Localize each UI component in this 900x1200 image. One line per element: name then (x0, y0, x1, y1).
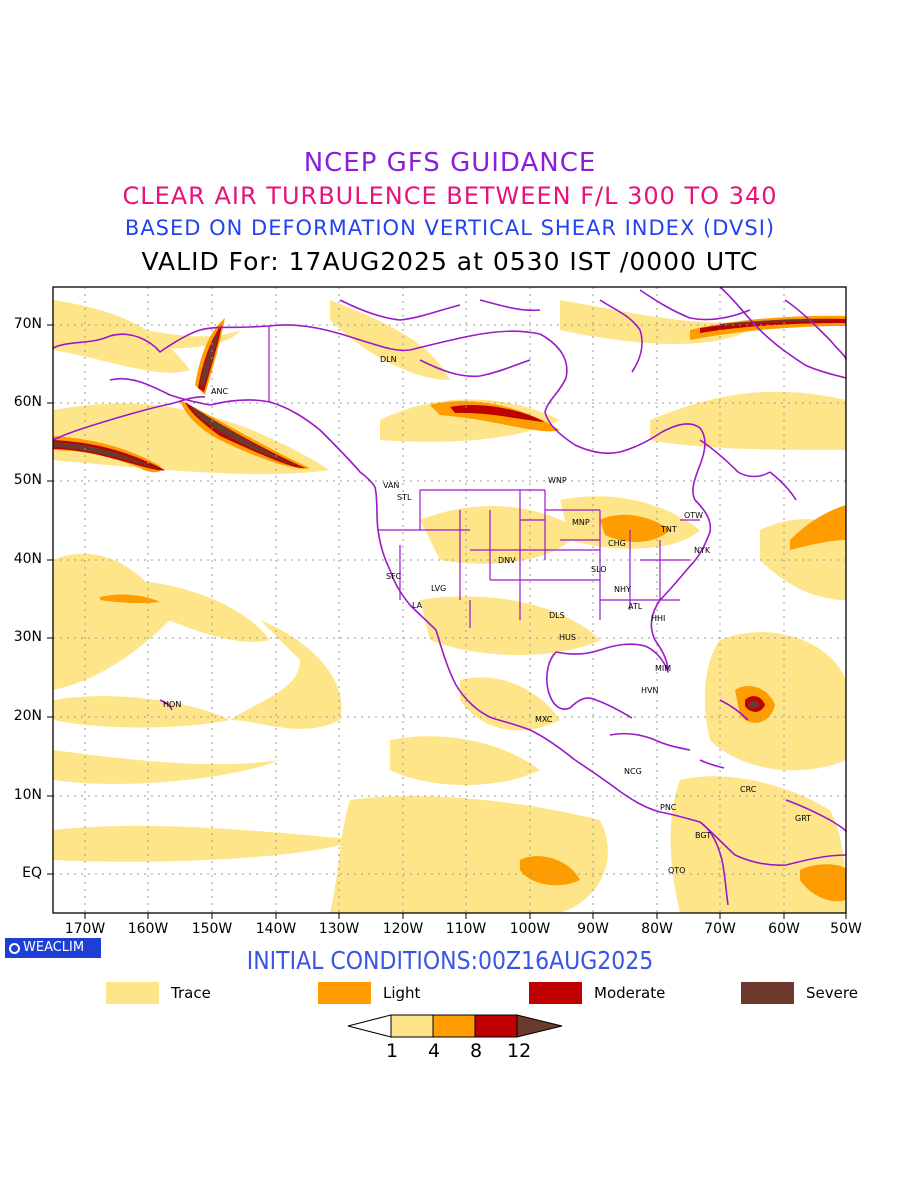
circle-icon (9, 943, 20, 954)
city-label: SLO (591, 565, 607, 574)
legend-label-light: Light (383, 984, 420, 1002)
city-label: HHI (651, 614, 665, 623)
city-label: MIM (655, 664, 671, 673)
lat-label: 50N (2, 472, 42, 488)
lon-label: 50W (821, 921, 871, 937)
lon-label: 70W (695, 921, 745, 937)
city-label: LA (412, 601, 423, 610)
lon-label: 150W (187, 921, 237, 937)
city-label: SFC (386, 572, 402, 581)
city-label: CRC (740, 785, 757, 794)
city-label: HVN (641, 686, 658, 695)
color-scale-bar (348, 1015, 562, 1037)
city-label: NHY (614, 585, 631, 594)
legend-label-trace: Trace (171, 984, 211, 1002)
legend-swatch-trace (106, 982, 159, 1004)
lat-label: 10N (2, 787, 42, 803)
lon-label: 110W (441, 921, 491, 937)
map-area: ANC DLN VAN STL WNP OTW TNT NYK MNP CHG … (53, 287, 846, 913)
lon-label: 130W (314, 921, 364, 937)
lon-label: 120W (378, 921, 428, 937)
city-label: CHG (608, 539, 626, 548)
city-label: DLN (380, 355, 397, 364)
city-label: DLS (549, 611, 565, 620)
legend-item-moderate: Moderate (529, 982, 665, 1004)
legend-swatch-moderate (529, 982, 582, 1004)
city-label: LVG (431, 584, 446, 593)
city-label: TNT (660, 525, 677, 534)
scale-under-arrow (348, 1015, 391, 1037)
city-label: BGT (695, 831, 711, 840)
city-label: GRT (795, 814, 811, 823)
lat-label: 60N (2, 394, 42, 410)
legend-item-light: Light (318, 982, 420, 1004)
legend-item-trace: Trace (106, 982, 211, 1004)
city-label: MNP (572, 518, 590, 527)
lon-label: 140W (251, 921, 301, 937)
lon-label: 90W (568, 921, 618, 937)
legend-swatch-severe (741, 982, 794, 1004)
legend-item-severe: Severe (741, 982, 858, 1004)
lon-label: 80W (632, 921, 682, 937)
lon-label: 60W (759, 921, 809, 937)
scale-tick: 8 (470, 1040, 482, 1062)
lat-label: 30N (2, 629, 42, 645)
city-label: HON (163, 700, 181, 709)
initial-conditions: INITIAL CONDITIONS:00Z16AUG2025 (54, 946, 846, 975)
lat-label: 20N (2, 708, 42, 724)
lon-label: 100W (505, 921, 555, 937)
legend-swatch-light (318, 982, 371, 1004)
scale-tick: 1 (386, 1040, 398, 1062)
city-label: NCG (624, 767, 642, 776)
city-label: QTO (668, 866, 685, 875)
lat-label: 70N (2, 316, 42, 332)
lat-label: 40N (2, 551, 42, 567)
scale-over-arrow (517, 1015, 562, 1037)
scale-segment-moderate (475, 1015, 517, 1037)
city-label: WNP (548, 476, 567, 485)
legend-label-severe: Severe (806, 984, 858, 1002)
city-label: ANC (211, 387, 228, 396)
legend-label-moderate: Moderate (594, 984, 665, 1002)
city-label: HUS (559, 633, 576, 642)
scale-tick: 12 (507, 1040, 531, 1062)
city-label: STL (397, 493, 412, 502)
scale-segment-light (433, 1015, 475, 1037)
lon-label: 160W (123, 921, 173, 937)
city-label: OTW (684, 511, 703, 520)
city-label: NYK (694, 546, 711, 555)
scale-segment-trace (391, 1015, 433, 1037)
city-label: ATL (628, 602, 643, 611)
lon-label: 170W (60, 921, 110, 937)
city-label: VAN (383, 481, 399, 490)
city-label: PNC (660, 803, 677, 812)
lat-label: EQ (2, 865, 42, 881)
city-label: DNV (498, 556, 516, 565)
city-label: MXC (535, 715, 553, 724)
scale-tick: 4 (428, 1040, 440, 1062)
